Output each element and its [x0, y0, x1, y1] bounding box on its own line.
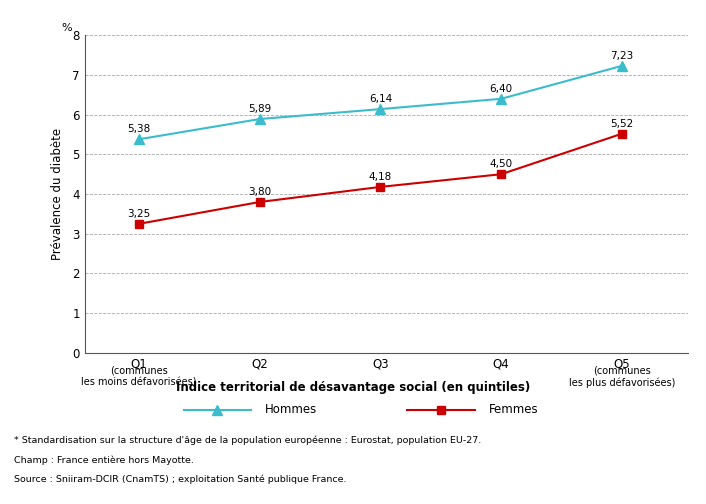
Femmes	[135, 221, 143, 227]
Hommes	[135, 136, 143, 142]
Line: Femmes: Femmes	[135, 130, 626, 228]
Text: Hommes: Hommes	[265, 403, 317, 416]
Text: 7,23: 7,23	[610, 51, 633, 60]
Y-axis label: Prévalence du diabète: Prévalence du diabète	[51, 128, 64, 260]
Text: * Standardisation sur la structure d'âge de la population européenne : Eurostat,: * Standardisation sur la structure d'âge…	[14, 436, 481, 446]
Text: 5,89: 5,89	[248, 104, 271, 114]
Text: 4,18: 4,18	[369, 172, 392, 182]
Text: %: %	[61, 23, 73, 33]
Hommes	[376, 106, 385, 112]
Text: 5,38: 5,38	[127, 124, 150, 134]
Femmes	[497, 171, 505, 177]
Text: 5,52: 5,52	[610, 118, 633, 129]
Text: Champ : France entière hors Mayotte.: Champ : France entière hors Mayotte.	[14, 455, 194, 465]
Femmes	[376, 184, 385, 190]
Text: Source : Sniiram-DCIR (CnamTS) ; exploitation Santé publique France.: Source : Sniiram-DCIR (CnamTS) ; exploit…	[14, 474, 347, 484]
Femmes	[618, 131, 626, 137]
Text: Femmes: Femmes	[489, 403, 538, 416]
Hommes	[497, 96, 505, 102]
Text: (communes
les moins défavorisées): (communes les moins défavorisées)	[81, 365, 197, 388]
Femmes	[256, 199, 264, 205]
Text: 3,25: 3,25	[127, 209, 150, 219]
Text: (communes
les plus défavorisées): (communes les plus défavorisées)	[569, 365, 675, 389]
Text: 3,80: 3,80	[249, 187, 271, 197]
Text: 6,14: 6,14	[369, 94, 392, 104]
Text: 6,40: 6,40	[490, 84, 513, 94]
Hommes	[618, 63, 626, 69]
Hommes	[256, 116, 264, 122]
Text: 4,50: 4,50	[490, 159, 513, 169]
Text: Indice territorial de désavantage social (en quintiles): Indice territorial de désavantage social…	[176, 381, 530, 394]
Line: Hommes: Hommes	[134, 61, 627, 144]
